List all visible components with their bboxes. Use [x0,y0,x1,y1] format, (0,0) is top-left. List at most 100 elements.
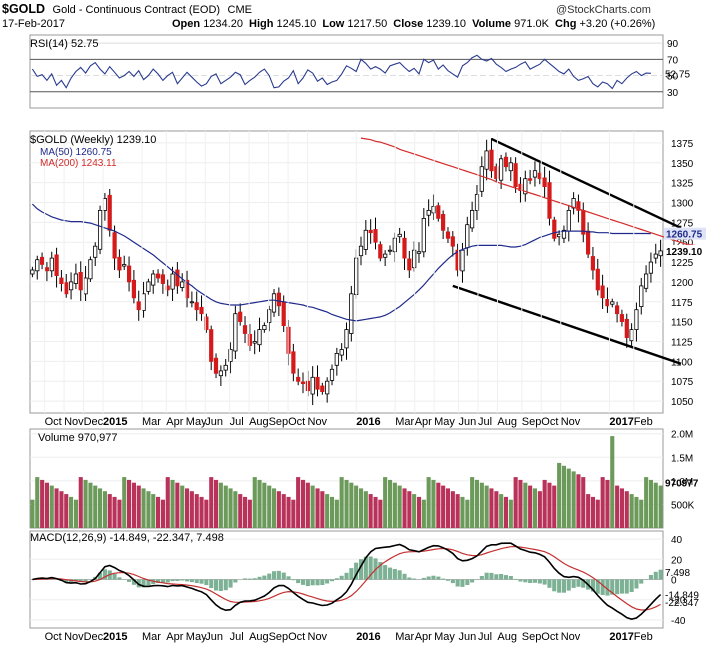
macd-histogram-bar [315,579,320,586]
candle-body [98,209,103,250]
rsi-frame [29,34,664,109]
candle-body [213,357,219,374]
macd-histogram-bar [566,579,571,591]
volume-bar [238,494,243,528]
macd-histogram-bar [252,578,257,580]
volume-bar [54,488,59,528]
x-tick-label: Oct [45,416,62,428]
macd-histogram-bar [199,579,204,584]
macd-histogram-bar [503,575,508,580]
volume-bar [30,499,35,528]
candle-body [73,273,78,284]
macd-histogram-bar [537,579,542,584]
price-tick-label: 1375 [671,139,694,150]
channel-lower-line [452,284,682,365]
volume-bar [243,496,248,528]
volume-bar [455,494,460,528]
macd-tick-label: -40 [671,616,686,627]
x-tick-label: Aug [249,416,269,428]
candle-body [595,268,600,291]
volume-bar [547,482,552,528]
candle-body [291,351,296,374]
candle-body [644,273,649,289]
volume-bar [35,477,40,528]
x-tick-label: Jul [230,631,244,643]
candle-body [59,277,64,284]
volume-bar [310,485,315,528]
x-tick-label: 2017 [609,631,633,643]
volume-bar [141,488,146,528]
ma50-legend: MA(50) 1260.75 [40,147,112,158]
volume-bar [590,496,595,528]
candle-body [194,302,199,311]
candle-body [387,249,393,252]
macd-histogram-bar [542,579,547,585]
volume-panel: 2.0M 1.5M 1.0M 500K 970977 [30,430,699,528]
volume-bar [122,477,127,528]
candle-body [78,271,83,291]
candle-body [445,231,451,239]
x-tick-label: Aug [497,416,517,428]
volume-bar [494,491,499,528]
price-tick-label: 1200 [671,278,694,289]
candle-body [151,273,156,286]
x-tick-label: Feb [634,631,653,643]
macd-histogram-bar [508,576,513,580]
price-tick-label: 1275 [671,218,694,229]
candle-body [600,285,605,299]
volume-bar [489,488,494,528]
macd-histogram-bar [653,571,658,580]
candle-body [170,273,175,290]
macd-histogram-bar [175,579,180,581]
price-tick-label: 1225 [671,258,694,269]
volume-bar [330,496,335,528]
candle-body [271,293,277,313]
candle-body [30,269,35,275]
candle-body [431,206,436,214]
volume-bar [170,479,175,528]
candle-body [344,329,349,349]
macd-tick-label: 0 [671,576,677,587]
volume-bar [165,477,170,528]
candle-body [276,292,282,307]
macd-histogram-bar [218,579,223,591]
volume-bar [373,496,378,528]
candle-body [69,281,74,291]
volume-bar [378,499,383,528]
macd-histogram-bar [595,579,600,594]
macd-histogram-bar [334,578,339,580]
volume-bar [160,499,165,528]
volume-bar [59,491,64,528]
candle-body [218,370,223,377]
candle-body [180,281,185,288]
x-tick-label: Nov [561,416,581,428]
candle-body [136,301,141,311]
macd-tick-label: 20 [671,555,683,566]
volume-bar [354,485,359,528]
price-tick-label: 1050 [671,397,694,408]
macd-histogram-bar [165,579,170,583]
macd-last-value: -22.347 [665,598,699,609]
macd-histogram-bar [339,575,344,580]
x-tick-label: Mar [395,631,414,643]
macd-panel: 40 20 0 -20 -40 7.498 -14.849-22.347 [30,535,699,627]
macd-signal-line [32,545,661,611]
volume-bar [146,491,151,528]
candle-body [160,274,165,284]
volume-bar [272,488,277,528]
volume-bar [532,488,537,528]
volume-bar [658,485,663,528]
volume-bar [571,471,576,528]
volume-bar [508,499,513,528]
x-tick-label: Apr [166,631,183,643]
volume-bar [204,499,209,528]
macd-histogram-bar [296,579,301,584]
price-tick-label: 1175 [671,298,693,309]
ma50-last-tag [664,227,706,240]
vol-tick-label: 500K [671,500,695,511]
candle-body [426,209,431,216]
macd-histogram-bar [634,579,639,589]
ohlc-summary: Open 1234.20 High 1245.10 Low 1217.50 Cl… [172,18,655,30]
candle-body [629,329,634,342]
